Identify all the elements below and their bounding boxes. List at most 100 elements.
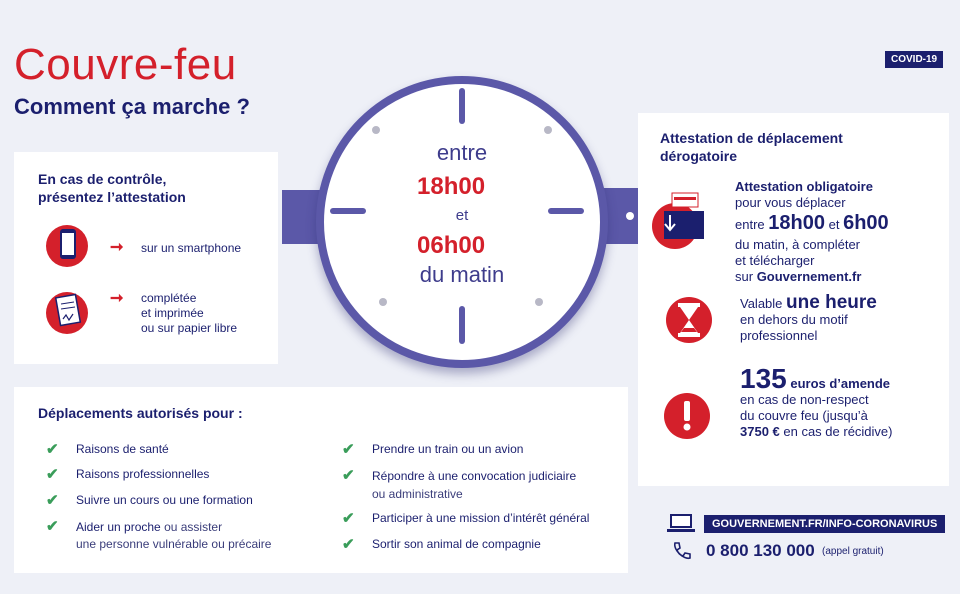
time-end: 6h00 xyxy=(843,212,889,234)
entre-label: entre xyxy=(735,217,765,232)
authorized-heading: Déplacements autorisés pour : xyxy=(38,405,243,421)
reason-text-line2: ou administrative xyxy=(372,487,463,501)
control-heading: En cas de contrôle, présentez l’attestat… xyxy=(38,170,186,206)
attestation-block2: Valable une heure en dehors du motif pro… xyxy=(740,292,877,344)
attestation-heading-line2: dérogatoire xyxy=(660,148,738,164)
clock-dot xyxy=(544,126,552,134)
control-panel: En cas de contrôle, présentez l’attestat… xyxy=(14,152,278,364)
clock-dot xyxy=(372,126,380,134)
reason-item: Raisons de santé xyxy=(76,442,169,456)
reason-item: Aider un proche ou assister une personne… xyxy=(76,519,271,553)
attestation-block3-line1: 135 euros d’amende xyxy=(740,365,893,393)
attestation-block1-line4: du matin, à compléter xyxy=(735,237,861,252)
fine-amount: 135 xyxy=(740,363,787,394)
attestation-block1: Attestation obligatoire pour vous déplac… xyxy=(735,179,889,285)
option-paper: complétée et imprimée ou sur papier libr… xyxy=(141,291,237,336)
attestation-block1-line2: pour vous déplacer xyxy=(735,195,846,210)
option-paper-line2: et imprimée xyxy=(141,306,204,320)
website-link[interactable]: GOUVERNEMENT.FR/INFO-CORONAVIRUS xyxy=(704,515,946,533)
reason-text: Raisons de santé xyxy=(76,442,169,456)
attestation-block1-title: Attestation obligatoire xyxy=(735,179,873,194)
valable-label: Valable xyxy=(740,296,783,311)
warning-icon xyxy=(664,393,710,439)
et-label: et xyxy=(828,217,840,232)
check-icon: ✔ xyxy=(46,441,59,458)
reason-item: Sortir son animal de compagnie xyxy=(372,537,541,551)
clock-du-matin: du matin xyxy=(419,262,505,287)
reason-text: Aider un proche xyxy=(76,520,161,534)
clock-face: entre 18h00 et 06h00 du matin xyxy=(316,76,608,368)
strap-hole xyxy=(626,212,634,220)
clock-mark-3 xyxy=(548,208,584,214)
phone-icon xyxy=(670,540,692,567)
document-icon xyxy=(46,292,88,334)
check-icon: ✔ xyxy=(342,467,355,484)
fine-unit: euros d’amende xyxy=(790,376,891,391)
sur-label: sur xyxy=(735,269,754,284)
clock-mark-12 xyxy=(459,88,465,124)
laptop-icon xyxy=(666,512,696,539)
reason-item: Prendre un train ou un avion xyxy=(372,442,523,456)
reason-text: Participer à une mission d’intérêt génér… xyxy=(372,511,590,525)
control-heading-line1: En cas de contrôle, xyxy=(38,171,167,187)
check-icon: ✔ xyxy=(342,441,355,458)
clock-time-start: 18h00 xyxy=(409,172,494,202)
gouvernement-link: Gouvernement.fr xyxy=(756,269,862,284)
arrow-icon: ➞ xyxy=(110,290,124,307)
arrow-icon: ➞ xyxy=(110,239,124,256)
clock-time-end: 06h00 xyxy=(409,231,494,261)
page-title: Couvre-feu xyxy=(14,40,237,89)
check-icon: ✔ xyxy=(342,510,355,527)
check-icon: ✔ xyxy=(46,518,59,535)
fine-max: 3750 € xyxy=(740,424,780,439)
authorized-panel: Déplacements autorisés pour : ✔ Raisons … xyxy=(14,387,628,573)
attestation-block1-times: entre 18h00 et 6h00 xyxy=(735,211,889,237)
reason-text: Prendre un train ou un avion xyxy=(372,442,524,456)
smartphone-icon xyxy=(46,225,88,267)
clock-mark-9 xyxy=(330,208,366,214)
clock-dot xyxy=(535,298,543,306)
reason-item: Répondre à une convocation judiciaire ou… xyxy=(372,467,576,503)
reason-text-rest: ou assister xyxy=(160,520,223,534)
attestation-block3-line4: 3750 € en cas de récidive) xyxy=(740,424,893,440)
hourglass-icon xyxy=(666,297,712,343)
attestation-heading: Attestation de déplacement dérogatoire xyxy=(660,129,843,165)
reason-text-line2: une personne vulnérable ou précaire xyxy=(76,537,272,551)
option-paper-line3: ou sur papier libre xyxy=(141,321,238,335)
time-start: 18h00 xyxy=(768,212,825,234)
reason-item: Suivre un cours ou une formation xyxy=(76,493,253,507)
attestation-block3-line3: du couvre feu (jusqu’à xyxy=(740,408,868,423)
fine-max-rest: en cas de récidive) xyxy=(779,424,893,439)
reason-item: Participer à une mission d’intérêt génér… xyxy=(372,511,589,525)
duration-value: une heure xyxy=(786,292,877,313)
phone-note: (appel gratuit) xyxy=(822,546,884,557)
attestation-block2-line3: professionnel xyxy=(740,328,818,343)
attestation-block3: 135 euros d’amende en cas de non-respect… xyxy=(740,365,893,440)
attestation-block3-line2: en cas de non-respect xyxy=(740,392,869,407)
covid-badge: COVID-19 xyxy=(885,51,944,68)
check-icon: ✔ xyxy=(46,492,59,509)
attestation-block1-line5: et télécharger xyxy=(735,253,815,268)
attestation-heading-line1: Attestation de déplacement xyxy=(660,130,843,146)
control-heading-line2: présentez l’attestation xyxy=(38,189,186,205)
clock-et: et xyxy=(455,207,469,224)
reason-text: Raisons professionnelles xyxy=(76,467,210,481)
check-icon: ✔ xyxy=(342,536,355,553)
download-icon xyxy=(652,192,704,249)
reason-text: Suivre un cours ou une formation xyxy=(76,493,253,507)
page-subtitle: Comment ça marche ? xyxy=(14,94,250,119)
clock-dot xyxy=(379,298,387,306)
clock-entre: entre xyxy=(436,140,488,165)
reason-text: Sortir son animal de compagnie xyxy=(372,537,541,551)
clock-mark-6 xyxy=(459,306,465,344)
reason-text: Répondre à une convocation judiciaire xyxy=(372,469,577,483)
attestation-block2-line1: Valable une heure xyxy=(740,292,877,313)
attestation-block2-line2: en dehors du motif xyxy=(740,312,848,327)
option-paper-line1: complétée xyxy=(141,291,197,305)
phone-number[interactable]: 0 800 130 000 xyxy=(706,541,815,560)
attestation-block1-line6: sur Gouvernement.fr xyxy=(735,269,889,285)
attestation-panel: Attestation de déplacement dérogatoire A… xyxy=(638,113,949,486)
option-smartphone: sur un smartphone xyxy=(141,241,242,255)
reason-item: Raisons professionnelles xyxy=(76,467,209,481)
check-icon: ✔ xyxy=(46,466,59,483)
